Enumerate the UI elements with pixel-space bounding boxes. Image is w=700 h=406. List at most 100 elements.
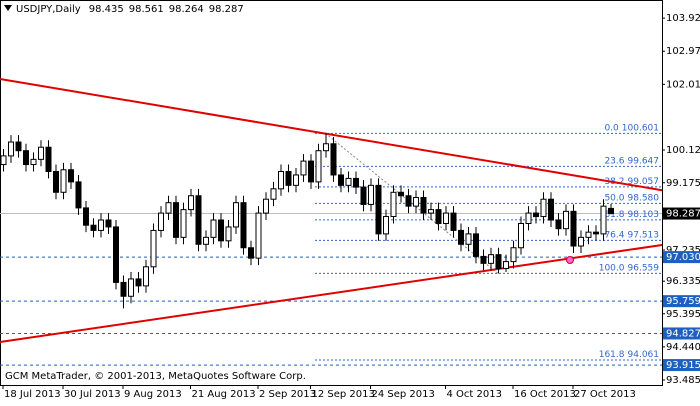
y-tick-label: 102.970 <box>666 46 700 57</box>
candle-body <box>458 229 464 245</box>
low-price: 98.264 <box>169 4 204 15</box>
candle-body <box>555 219 562 230</box>
fib-level: 161.8 <box>599 350 625 360</box>
fib-label: 76.4 97.513 <box>604 230 659 240</box>
level-label-bg <box>663 295 700 308</box>
fib-level: 100.0 <box>599 263 625 273</box>
candle-body <box>285 170 292 186</box>
candle-body <box>428 209 434 214</box>
fib-label: 161.8 94.061 <box>599 350 659 360</box>
candle-body <box>143 266 149 287</box>
candle-body <box>98 219 104 231</box>
candle-body <box>180 209 187 238</box>
candle-body <box>75 181 82 209</box>
candle-body <box>548 198 554 221</box>
anchor-dot <box>566 256 574 264</box>
candle-body <box>578 236 584 247</box>
candle-body <box>360 186 367 205</box>
candle-body <box>113 226 119 283</box>
candle-body <box>608 207 614 215</box>
candle-body <box>23 150 29 166</box>
candle-body <box>0 155 7 166</box>
candle-body <box>375 184 382 235</box>
candle-body <box>593 231 599 235</box>
x-tick-label: 16 Oct 2013 <box>514 389 576 400</box>
candle-body <box>368 184 374 205</box>
candle-body <box>383 216 389 235</box>
candle-body <box>293 174 299 186</box>
x-tick-label: 27 Oct 2013 <box>574 389 636 400</box>
fib-price: 94.061 <box>628 350 660 360</box>
symbol: USDJPY,Daily <box>16 4 81 15</box>
candle-body <box>128 278 134 297</box>
fib-price: 100.601 <box>622 123 659 133</box>
trendline <box>0 77 663 192</box>
fib-label: 100.0 96.559 <box>599 263 660 273</box>
menu-arrow <box>4 5 12 11</box>
y-tick-label: 96.335 <box>666 276 700 287</box>
y-tick-label: 100.120 <box>666 145 700 156</box>
fib-price: 98.103 <box>628 209 660 219</box>
candle-body <box>83 207 89 226</box>
fib-level: 61.8 <box>604 209 624 219</box>
candle-body <box>15 141 22 152</box>
watermark: GCM MetaTrader, © 2001-2013, MetaQuotes … <box>5 371 306 382</box>
level-label-bg <box>663 359 700 372</box>
level-label-bg <box>663 327 700 340</box>
x-tick-label: 18 Jul 2013 <box>4 389 61 400</box>
high-price: 98.561 <box>129 4 164 15</box>
level-label: 97.030 <box>666 252 700 263</box>
candle-body <box>150 229 157 268</box>
candle-body <box>330 143 337 176</box>
candle-body <box>255 212 262 259</box>
fib-level: 23.6 <box>604 156 624 166</box>
candle-body <box>390 191 397 218</box>
candle-body <box>105 219 112 228</box>
candle-body <box>570 210 577 247</box>
candle-body <box>413 196 419 207</box>
fib-level: 0.0 <box>604 123 619 133</box>
candle-body <box>495 254 502 270</box>
candle-body <box>473 233 479 257</box>
candle-body <box>278 170 284 190</box>
candle-body <box>225 226 232 242</box>
y-tick-label: 103.925 <box>666 13 700 24</box>
x-tick-label: 21 Aug 2013 <box>192 389 256 400</box>
candle-body <box>165 202 172 214</box>
candle-body <box>540 198 547 218</box>
candle-body <box>53 170 59 193</box>
candle-body <box>240 202 247 249</box>
candle-body <box>585 231 592 238</box>
close-price: 98.287 <box>209 4 244 15</box>
candle-body <box>405 195 412 207</box>
candle-body <box>443 212 449 224</box>
candle-body <box>158 212 164 231</box>
y-tick-label: 99.175 <box>666 178 700 189</box>
x-tick-label: 9 Aug 2013 <box>124 389 182 400</box>
candle-body <box>210 219 217 238</box>
y-tick-label: 102.015 <box>666 79 700 90</box>
candle-body <box>353 177 359 188</box>
plot-frame <box>0 0 663 386</box>
candle-body <box>8 141 14 157</box>
candle-body <box>338 174 344 186</box>
candle-body <box>435 209 442 224</box>
candle-body <box>510 247 517 263</box>
fib-price: 98.580 <box>628 193 660 203</box>
header: USDJPY,Daily 98.435 98.561 98.264 98.287 <box>16 4 244 15</box>
trendline <box>0 243 663 344</box>
candle-body <box>195 195 202 245</box>
level-label: 95.759 <box>666 296 700 307</box>
candle-body <box>135 278 142 287</box>
candle-body <box>600 205 607 235</box>
fib-label: 23.6 99.647 <box>604 156 659 166</box>
candle-body <box>233 202 239 228</box>
candle-body <box>398 191 404 197</box>
candle-body <box>68 169 74 183</box>
candle-body <box>60 169 67 193</box>
x-tick-label: 24 Sep 2013 <box>372 389 435 400</box>
candle-body <box>38 146 44 160</box>
fib-price: 99.647 <box>628 156 660 166</box>
candle-body <box>480 255 487 264</box>
